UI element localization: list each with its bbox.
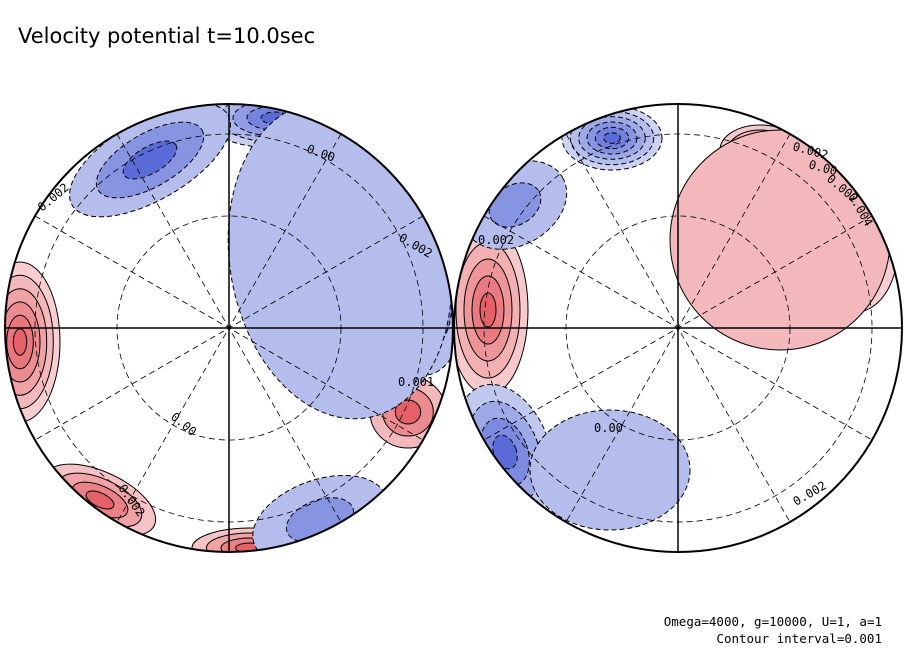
parameters-note: Omega=4000, g=10000, U=1, a=1 <box>663 614 882 629</box>
contour-ring <box>122 140 178 180</box>
chart-title: Velocity potential t=10.0sec <box>18 24 316 48</box>
positive-anomaly <box>5 261 61 423</box>
contour-ring <box>492 434 518 470</box>
positive-anomaly <box>454 224 529 396</box>
negative-anomaly <box>561 105 663 171</box>
contour-ring <box>12 328 28 356</box>
right-hemisphere-panel <box>453 103 903 553</box>
contour-label: 0.002 <box>478 233 514 247</box>
contour-ring <box>394 399 422 425</box>
negative-anomaly <box>252 474 388 552</box>
contour-ring <box>603 132 621 144</box>
negative-anomaly <box>529 409 691 531</box>
contour-ring <box>529 409 691 531</box>
left-hemisphere-panel <box>4 103 454 553</box>
contour-label: 0.00 <box>594 421 623 435</box>
contour-label: 0.001 <box>398 375 434 389</box>
contour-interval-note: Contour interval=0.001 <box>716 631 882 646</box>
contour-ring <box>479 292 497 328</box>
contour-ring <box>488 182 542 228</box>
right-hemisphere-outline <box>453 103 903 553</box>
contour-ring <box>85 490 115 510</box>
